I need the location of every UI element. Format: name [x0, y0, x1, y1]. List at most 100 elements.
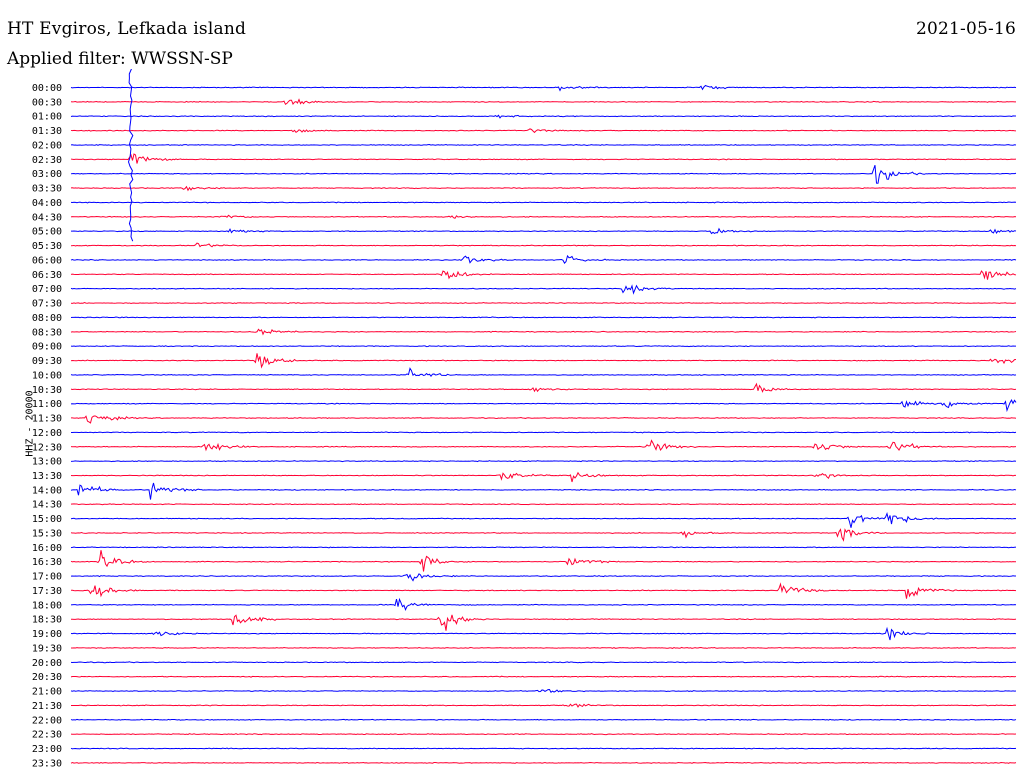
date-label: 2021-05-16 — [915, 19, 1016, 39]
seismic-trace — [70, 302, 1017, 305]
tick-label: 20:00 — [32, 658, 62, 669]
tick-label: 15:00 — [32, 514, 62, 525]
seismic-trace — [70, 733, 1017, 736]
seismic-trace — [70, 153, 1017, 164]
seismic-trace — [70, 626, 1017, 641]
tick-label: 07:00 — [32, 284, 62, 295]
tick-label: 23:00 — [32, 744, 62, 755]
seismic-trace — [70, 84, 1017, 92]
seismic-trace — [70, 144, 1017, 146]
seismic-trace — [70, 471, 1017, 483]
seismic-trace — [70, 399, 1017, 413]
tick-label: 05:00 — [32, 227, 62, 238]
seismic-trace — [70, 254, 1017, 264]
tick-label: 20:30 — [32, 672, 62, 683]
tick-label: 23:30 — [32, 758, 62, 769]
seismic-trace — [70, 528, 1017, 542]
seismic-trace — [70, 431, 1017, 434]
tick-label: 10:30 — [32, 385, 62, 396]
tick-label: 18:00 — [32, 600, 62, 611]
tick-label: 01:30 — [32, 126, 62, 137]
tick-label: 08:00 — [32, 313, 62, 324]
seismic-trace — [70, 316, 1017, 319]
seismic-trace — [71, 703, 1017, 708]
seismic-trace — [70, 227, 1017, 235]
seismic-trace — [70, 98, 1017, 106]
tick-label: 11:30 — [32, 414, 62, 425]
tick-label: 18:30 — [32, 615, 62, 626]
seismic-trace — [70, 503, 1016, 506]
tick-label: 09:30 — [32, 356, 62, 367]
tick-label: 07:30 — [32, 299, 62, 310]
tick-label: 14:30 — [32, 500, 62, 511]
tick-label: 13:30 — [32, 471, 62, 482]
seismic-trace — [70, 328, 1017, 336]
tick-label: 06:30 — [32, 270, 62, 281]
event-spike — [127, 69, 134, 242]
seismic-trace — [70, 128, 1017, 134]
tick-label: 02:30 — [32, 155, 62, 166]
filter-label: Applied filter: WWSSN-SP — [7, 49, 233, 69]
tick-label: 21:00 — [32, 687, 62, 698]
seismic-trace — [70, 367, 1017, 378]
tick-label: 01:00 — [32, 112, 62, 123]
tick-label: 11:00 — [32, 399, 62, 410]
seismic-trace — [71, 614, 1017, 631]
tick-label: 16:30 — [32, 557, 62, 568]
seismic-trace — [70, 382, 1017, 393]
seismic-trace — [70, 242, 1017, 248]
seismic-trace — [70, 185, 1017, 192]
tick-label: 12:30 — [32, 442, 62, 453]
seismic-trace — [70, 761, 1017, 764]
tick-label: 09:00 — [32, 342, 62, 353]
tick-label: 19:00 — [32, 629, 62, 640]
seismic-trace — [70, 689, 1017, 693]
seismic-trace — [70, 284, 1017, 295]
tick-label: 03:00 — [32, 169, 62, 180]
seismic-trace — [70, 415, 1017, 424]
seismic-trace — [70, 512, 1017, 528]
seismic-trace — [70, 597, 1017, 612]
tick-label: 05:30 — [32, 241, 62, 252]
tick-label: 21:30 — [32, 701, 62, 712]
seismic-trace — [70, 201, 1017, 204]
tick-label: 12:00 — [32, 428, 62, 439]
seismic-trace — [70, 550, 1017, 572]
tick-label: 04:30 — [32, 212, 62, 223]
tick-label: 08:30 — [32, 327, 62, 338]
seismic-trace — [70, 439, 1017, 452]
tick-label: 00:00 — [32, 83, 62, 94]
tick-label: 15:30 — [32, 528, 62, 539]
tick-label: 17:00 — [32, 572, 62, 583]
tick-label: 22:00 — [32, 715, 62, 726]
seismic-trace — [70, 345, 1017, 348]
station-title: HT Evgiros, Lefkada island — [7, 19, 247, 39]
tick-label: 17:30 — [32, 586, 62, 597]
tick-label: 04:00 — [32, 198, 62, 209]
tick-label: 02:00 — [32, 140, 62, 151]
seismic-trace — [70, 164, 1017, 184]
seismic-trace — [70, 582, 1017, 599]
tick-label: 13:00 — [32, 457, 62, 468]
tick-label: 00:30 — [32, 97, 62, 108]
trace-group — [70, 69, 1017, 764]
seismic-trace — [70, 573, 1017, 582]
tick-label: 14:00 — [32, 485, 62, 496]
seismic-trace — [70, 460, 1017, 463]
tick-label: 10:00 — [32, 370, 62, 381]
seismic-trace — [70, 214, 1017, 219]
seismic-trace — [70, 646, 1017, 649]
seismic-trace — [70, 675, 1017, 678]
seismic-trace — [70, 718, 1017, 721]
tick-label: 03:30 — [32, 184, 62, 195]
seismic-trace — [70, 546, 1017, 549]
seismic-trace — [70, 661, 1017, 664]
tick-label: 06:00 — [32, 255, 62, 266]
seismic-trace — [70, 353, 1017, 369]
tick-label: 19:30 — [32, 643, 62, 654]
tick-labels: 00:00 00:30 01:00 01:30 02:00 02:30 03:00 03:30… — [32, 83, 62, 769]
tick-label: 16:00 — [32, 543, 62, 554]
seismic-trace — [70, 482, 1017, 500]
seismic-trace — [70, 747, 1017, 750]
